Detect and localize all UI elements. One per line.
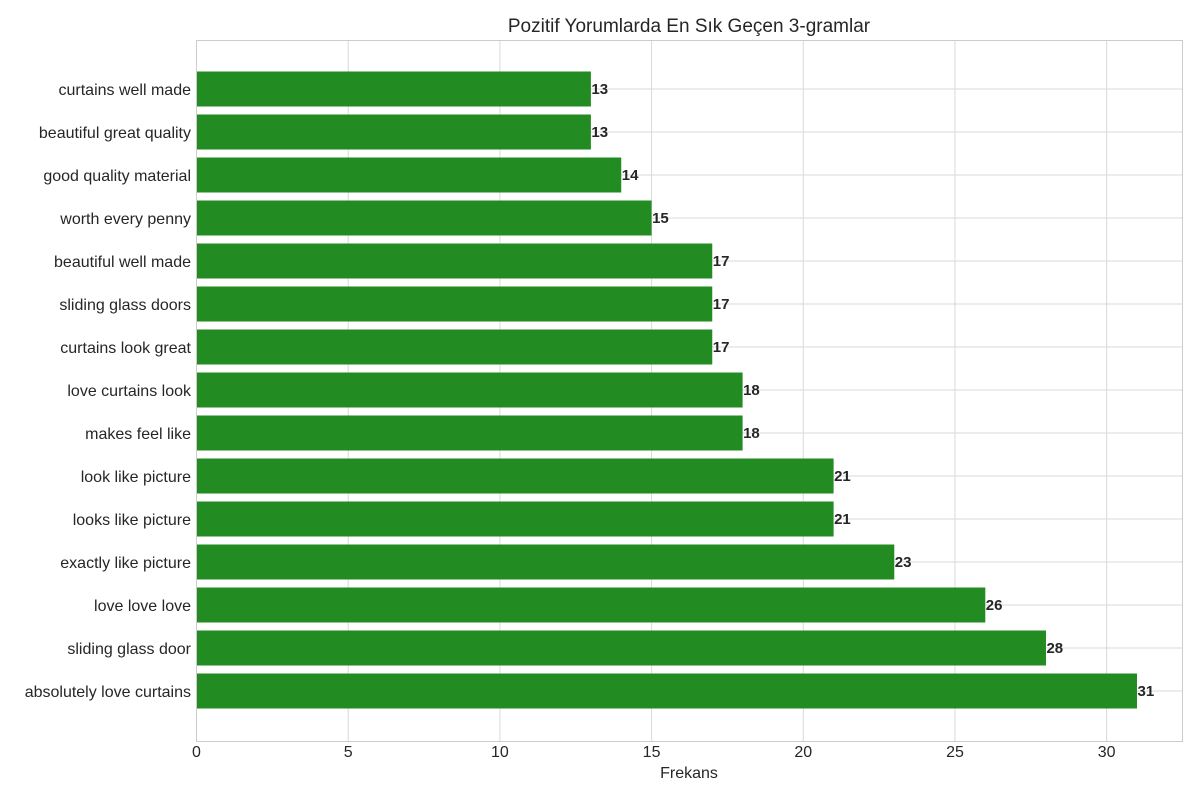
bar-value-label: 21 (834, 468, 851, 485)
bar (196, 329, 713, 365)
bar (196, 587, 986, 623)
category-label: look like picture (81, 469, 191, 486)
category-labels: curtains well made beautiful great qualit… (25, 82, 192, 701)
x-tick-label: 30 (1098, 744, 1116, 761)
category-label: sliding glass door (67, 641, 191, 658)
category-label: love love love (94, 598, 191, 615)
category-label: curtains look great (60, 340, 191, 357)
bar (196, 415, 743, 451)
x-axis-label: Frekans (660, 765, 718, 782)
bar-value-label: 31 (1137, 683, 1154, 700)
category-label: beautiful well made (54, 254, 191, 271)
bar-value-label: 18 (743, 382, 760, 399)
bar (196, 630, 1046, 666)
chart-title: Pozitif Yorumlarda En Sık Geçen 3-gramla… (508, 16, 871, 37)
category-label: absolutely love curtains (25, 684, 191, 701)
bar-value-label: 26 (986, 597, 1003, 614)
bar-value-label: 15 (652, 210, 669, 227)
x-tick-label: 25 (946, 744, 964, 761)
bar (196, 673, 1137, 709)
bar-value-label: 21 (834, 511, 851, 528)
bar-value-label: 14 (622, 167, 639, 184)
bar (196, 114, 591, 150)
bar (196, 71, 591, 107)
bar (196, 286, 713, 322)
x-tick-label: 15 (643, 744, 661, 761)
bar (196, 200, 652, 236)
x-tick-label: 20 (794, 744, 812, 761)
x-tick-label: 10 (491, 744, 509, 761)
bar-value-label: 17 (713, 339, 730, 356)
bar-value-label: 13 (591, 81, 608, 98)
bar-value-label: 23 (895, 554, 912, 571)
category-label: love curtains look (67, 383, 192, 400)
bar-value-label: 13 (591, 124, 608, 141)
category-label: worth every penny (59, 211, 191, 228)
category-label: makes feel like (85, 426, 191, 443)
bar (196, 243, 713, 279)
category-label: beautiful great quality (39, 125, 191, 142)
category-label: curtains well made (59, 82, 192, 99)
bar (196, 372, 743, 408)
bar (196, 544, 895, 580)
category-label: exactly like picture (60, 555, 191, 572)
x-tick-label: 5 (344, 744, 353, 761)
x-tick-labels: 0 5 10 15 20 25 30 (192, 744, 1116, 761)
bar-value-label: 17 (713, 253, 730, 270)
bar (196, 458, 834, 494)
value-labels: 13 13 14 15 17 17 17 18 18 21 21 23 26 28 31 (591, 81, 1154, 700)
category-label: looks like picture (73, 512, 191, 529)
bar (196, 501, 834, 537)
category-label: sliding glass doors (59, 297, 191, 314)
plot-frame (196, 40, 1183, 742)
bar-value-label: 18 (743, 425, 760, 442)
bar-value-label: 17 (713, 296, 730, 313)
category-label: good quality material (43, 168, 191, 185)
x-tick-label: 0 (192, 744, 201, 761)
bars-layer (196, 71, 1137, 709)
bar (196, 157, 622, 193)
bar-value-label: 28 (1046, 640, 1063, 657)
